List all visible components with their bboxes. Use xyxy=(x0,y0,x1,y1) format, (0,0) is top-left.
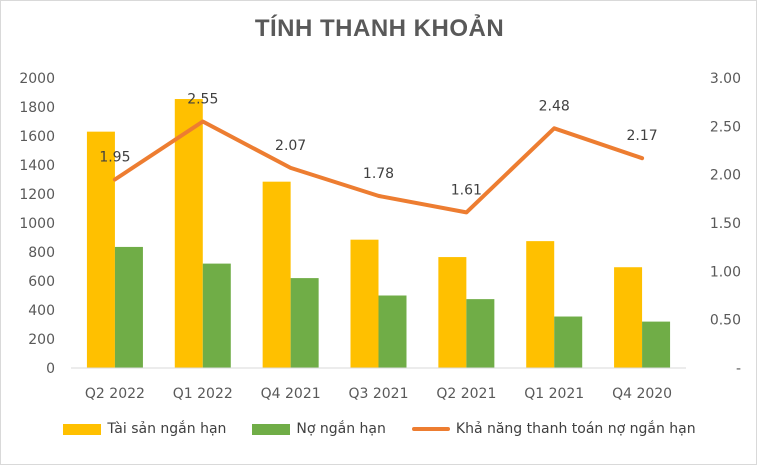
y-left-tick-label: 400 xyxy=(28,303,55,319)
bar-tai-san-ngan-han xyxy=(263,182,291,368)
bar-no-ngan-han xyxy=(466,299,494,368)
chart-legend: Tài sản ngắn hạn Nợ ngắn hạn Khả năng th… xyxy=(1,421,757,437)
x-tick-label: Q4 2021 xyxy=(261,386,321,402)
legend-item-assets: Tài sản ngắn hạn xyxy=(63,421,226,437)
data-label: 1.95 xyxy=(99,150,130,166)
y-left-tick-label: 600 xyxy=(28,274,55,290)
y-left-tick-label: 1000 xyxy=(19,216,55,232)
y-right-tick-label: - xyxy=(736,361,741,377)
legend-swatch-ratio xyxy=(412,427,450,431)
y-right-tick-label: 0.50 xyxy=(710,313,741,329)
bar-no-ngan-han xyxy=(115,247,143,368)
data-label: 2.48 xyxy=(539,98,570,114)
bar-tai-san-ngan-han xyxy=(614,267,642,368)
y-left-tick-label: 800 xyxy=(28,245,55,261)
bar-no-ngan-han xyxy=(379,296,407,369)
legend-label-liabilities: Nợ ngắn hạn xyxy=(296,421,385,437)
y-right-tick-label: 1.50 xyxy=(710,216,741,232)
y-left-tick-label: 1800 xyxy=(19,100,55,116)
y-left-tick-label: 1400 xyxy=(19,158,55,174)
x-tick-label: Q2 2022 xyxy=(85,386,145,402)
bar-tai-san-ngan-han xyxy=(351,240,379,368)
legend-swatch-liabilities xyxy=(252,424,290,435)
legend-label-ratio: Khả năng thanh toán nợ ngắn hạn xyxy=(456,421,696,437)
x-tick-label: Q1 2021 xyxy=(524,386,584,402)
bar-tai-san-ngan-han xyxy=(526,241,554,368)
y-right-tick-label: 2.00 xyxy=(710,168,741,184)
y-right-tick-label: 3.00 xyxy=(710,71,741,87)
data-label: 2.55 xyxy=(187,92,218,108)
x-tick-label: Q2 2021 xyxy=(436,386,496,402)
y-left-tick-label: 0 xyxy=(46,361,55,377)
legend-item-liabilities: Nợ ngắn hạn xyxy=(252,421,385,437)
data-label: 2.17 xyxy=(626,128,657,144)
data-label: 1.78 xyxy=(363,166,394,182)
legend-label-assets: Tài sản ngắn hạn xyxy=(107,421,226,437)
y-right-tick-label: 1.00 xyxy=(710,264,741,280)
bar-no-ngan-han xyxy=(291,278,319,368)
bar-tai-san-ngan-han xyxy=(438,257,466,368)
y-right-tick-label: 2.50 xyxy=(710,119,741,135)
bar-no-ngan-han xyxy=(203,264,231,368)
bar-no-ngan-han xyxy=(554,317,582,368)
x-tick-label: Q3 2021 xyxy=(348,386,408,402)
bar-no-ngan-han xyxy=(642,322,670,368)
x-tick-label: Q1 2022 xyxy=(173,386,233,402)
bar-tai-san-ngan-han xyxy=(87,132,115,368)
x-tick-label: Q4 2020 xyxy=(612,386,672,402)
y-left-tick-label: 200 xyxy=(28,332,55,348)
y-left-tick-label: 2000 xyxy=(19,71,55,87)
data-label: 1.61 xyxy=(451,182,482,198)
legend-swatch-assets xyxy=(63,424,101,435)
data-label: 2.07 xyxy=(275,138,306,154)
legend-item-ratio: Khả năng thanh toán nợ ngắn hạn xyxy=(412,421,696,437)
y-left-tick-label: 1200 xyxy=(19,187,55,203)
y-left-tick-label: 1600 xyxy=(19,129,55,145)
